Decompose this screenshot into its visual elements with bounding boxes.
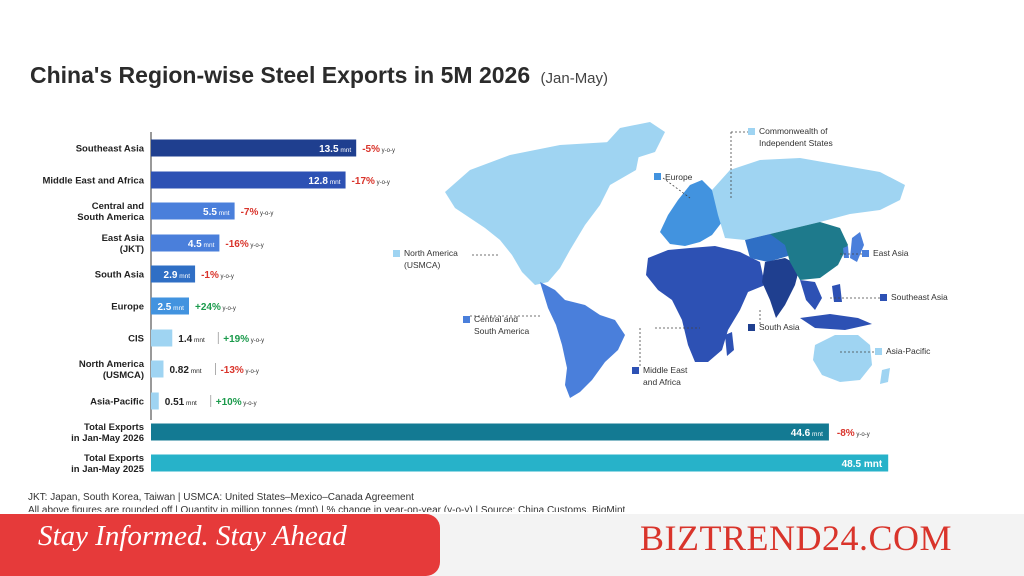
category-label: CIS (128, 334, 144, 345)
value-label: 44.6 mnt (791, 428, 823, 439)
map-label-mea-line1: Middle East (643, 365, 688, 375)
bar (151, 297, 189, 315)
category-label: Asia-Pacific (90, 397, 144, 408)
map-label-latin-america-line1: Central and (474, 314, 518, 324)
category-label: East Asia (JKT) (102, 233, 145, 255)
category-label: South Asia (95, 270, 145, 281)
marker-south-asia (748, 324, 755, 331)
map-label-south-asia: South Asia (759, 322, 800, 332)
map-region-middle-east-africa (646, 246, 765, 362)
change-label: -13% y-o-y (220, 365, 258, 376)
map-region-south-asia (762, 258, 800, 318)
map-region-new-zealand (880, 368, 890, 384)
bar-chart: Southeast Asia 13.5 mnt -5% y-o-y Middle Ea… (42, 132, 889, 475)
bar (151, 454, 889, 472)
bar (151, 392, 159, 410)
marker-mea (632, 367, 639, 374)
map-region-indonesia (800, 314, 872, 330)
footnote-line2: All above figures are rounded off | Quan… (28, 505, 626, 512)
map-region-central-asia (745, 234, 790, 262)
brand-logo: BIZTREND24.COM (640, 518, 952, 558)
change-label: -5% y-o-y (362, 144, 395, 155)
marker-north-america (393, 250, 400, 257)
map-label-latin-america-line2: South America (474, 326, 530, 336)
map-region-australia (813, 335, 872, 382)
bar (151, 234, 220, 252)
category-label: Southeast Asia (76, 144, 145, 155)
value-label: 0.82 mnt (169, 365, 201, 376)
change-label: +19% y-o-y (223, 334, 264, 345)
map-region-madagascar (725, 332, 734, 356)
change-label: -1% y-o-y (201, 270, 234, 281)
map-region-north-america (445, 142, 640, 285)
marker-southeast-asia (880, 294, 887, 301)
bar (151, 423, 829, 441)
category-label: Total Exports in Jan-May 2026 (71, 422, 144, 444)
map-region-korea (843, 246, 849, 258)
marker-asia-pacific (875, 348, 882, 355)
bar (151, 360, 164, 378)
marker-europe (654, 173, 661, 180)
value-label: 12.8 mnt (308, 176, 340, 187)
change-label: -8% y-o-y (837, 428, 870, 439)
map-region-japan (850, 232, 864, 262)
bar (151, 171, 346, 189)
marker-east-asia (862, 250, 869, 257)
title-text: China's Region-wise Steel Exports in 5M … (30, 62, 531, 88)
map-region-europe (660, 180, 722, 246)
category-label: Middle East and Africa (42, 176, 144, 187)
category-label: Total Exports in Jan-May 2025 (71, 453, 145, 475)
marker-latin-america (463, 316, 470, 323)
map-label-europe: Europe (665, 172, 693, 182)
value-label: 0.51 mnt (165, 397, 197, 408)
bar (151, 329, 173, 347)
map-label-cis-line2: Independent States (759, 138, 833, 148)
value-label: 4.5 mnt (188, 239, 215, 250)
map-label-north-america-line2: (USMCA) (404, 260, 441, 270)
change-label: -17% y-o-y (352, 176, 390, 187)
value-label: 48.5 mnt (842, 459, 883, 470)
map-callout-lines (470, 131, 880, 368)
chart-subtitle: (Jan-May) (540, 70, 609, 87)
map-label-mea-line2: and Africa (643, 377, 681, 387)
bar (151, 139, 357, 157)
map-label-asia-pacific: Asia-Pacific (886, 346, 931, 356)
chart-title: China's Region-wise Steel Exports in 5M … (30, 62, 608, 89)
change-label: +24% y-o-y (195, 302, 236, 313)
value-label: 2.9 mnt (164, 270, 191, 281)
category-label: Central and South America (77, 201, 144, 223)
bar (151, 265, 196, 283)
change-label: +10% y-o-y (216, 397, 257, 408)
map-label-southeast-asia: Southeast Asia (891, 292, 948, 302)
map-region-greenland (600, 122, 665, 160)
map-region-cis (712, 158, 905, 240)
map-label-east-asia: East Asia (873, 248, 909, 258)
slogan-box (0, 514, 440, 576)
slogan-text: Stay Informed. Stay Ahead (38, 520, 347, 552)
map-region-southeast-asia (800, 280, 822, 310)
marker-cis (748, 128, 755, 135)
footnote-line1: JKT: Japan, South Korea, Taiwan | USMCA:… (28, 492, 414, 503)
world-map: Commonwealth of Independent States Europ… (393, 122, 948, 398)
map-region-china (770, 222, 848, 280)
value-label: 13.5 mnt (319, 144, 351, 155)
bar (151, 202, 235, 220)
category-label: Europe (111, 302, 144, 313)
value-label: 1.4 mnt (178, 334, 205, 345)
change-label: -7% y-o-y (241, 207, 274, 218)
change-label: -16% y-o-y (225, 239, 263, 250)
map-label-north-america-line1: North America (404, 248, 458, 258)
map-label-cis-line1: Commonwealth of (759, 126, 828, 136)
category-label: North America (USMCA) (79, 359, 145, 381)
map-region-philippines (832, 284, 842, 302)
value-label: 2.5 mnt (157, 302, 184, 313)
map-region-latin-america (540, 282, 625, 398)
value-label: 5.5 mnt (203, 207, 230, 218)
